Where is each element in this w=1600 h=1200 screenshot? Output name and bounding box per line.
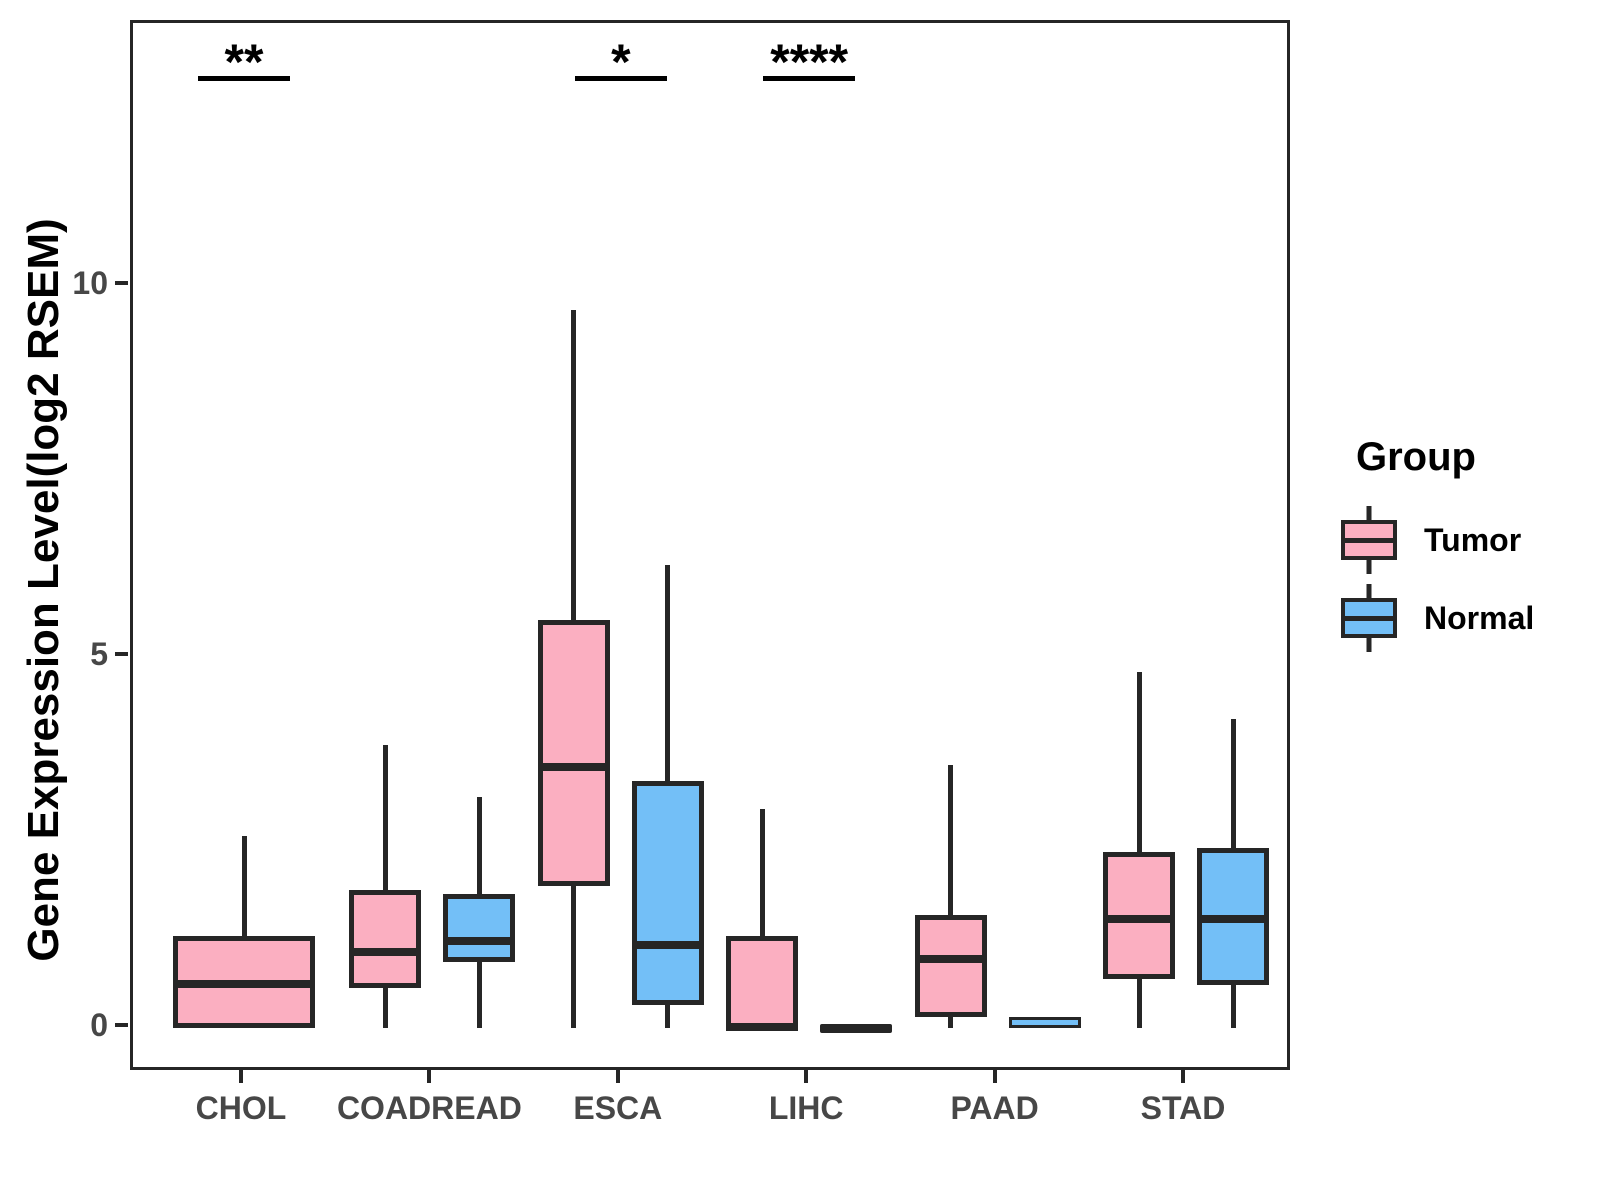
box-normal-paad — [1008, 1017, 1081, 1029]
box-tumor-coadread — [349, 890, 422, 989]
median-tumor-lihc — [726, 1022, 799, 1031]
upper-whisker-tumor-chol — [241, 835, 247, 936]
x-tick-mark — [427, 1070, 432, 1083]
x-tick-label-chol: CHOL — [195, 1090, 287, 1126]
significance-line-lihc — [763, 76, 856, 81]
median-tumor-paad — [914, 954, 987, 963]
x-tick-mark — [804, 1070, 809, 1083]
lower-whisker-tumor-esca — [571, 886, 577, 1029]
legend-label-tumor: Tumor — [1424, 521, 1522, 558]
y-tick-mark — [115, 1023, 128, 1028]
box-tumor-lihc — [726, 936, 799, 1029]
lower-whisker-tumor-stad — [1136, 978, 1142, 1029]
upper-whisker-tumor-lihc — [759, 808, 765, 937]
y-tick-mark — [115, 652, 128, 657]
y-axis-title: Gene Expression Level(log2 RSEM) — [19, 218, 68, 962]
median-tumor-coadread — [349, 948, 422, 957]
upper-whisker-tumor-stad — [1136, 671, 1142, 852]
legend-label-normal: Normal — [1424, 599, 1535, 636]
legend-entries: Tumor Normal — [1340, 506, 1534, 652]
x-tick-label-stad: STAD — [1140, 1090, 1226, 1126]
legend-key-median — [1341, 616, 1397, 621]
median-normal-esca — [631, 941, 704, 950]
legend-key-tumor-boxplot-icon — [1340, 506, 1398, 574]
x-tick-label-paad: PAAD — [950, 1090, 1039, 1126]
y-tick-label: 0 — [90, 1007, 108, 1044]
significance-line-esca — [574, 76, 667, 81]
upper-whisker-tumor-paad — [948, 765, 954, 915]
x-tick-mark — [992, 1070, 997, 1083]
upper-whisker-tumor-coadread — [382, 745, 388, 891]
median-tumor-chol — [173, 979, 315, 988]
box-normal-lihc — [820, 1023, 893, 1033]
upper-whisker-normal-stad — [1230, 719, 1236, 849]
legend-entry-tumor: Tumor — [1340, 506, 1534, 574]
legend-title: Group — [1356, 435, 1476, 479]
median-normal-stad — [1197, 915, 1269, 924]
lower-whisker-normal-stad — [1230, 985, 1236, 1029]
legend-key-normal-boxplot-icon — [1340, 584, 1398, 652]
legend-key-median — [1341, 538, 1397, 543]
x-tick-label-lihc: LIHC — [768, 1090, 844, 1126]
x-tick-label-coadread: COADREAD — [336, 1090, 522, 1126]
y-tick-label: 5 — [90, 636, 108, 673]
median-normal-coadread — [443, 936, 516, 945]
x-tick-mark — [615, 1070, 620, 1083]
box-normal-coadread — [443, 894, 516, 962]
upper-whisker-normal-esca — [665, 564, 671, 782]
upper-whisker-normal-coadread — [476, 796, 482, 895]
x-tick-mark — [239, 1070, 243, 1083]
box-tumor-esca — [537, 619, 610, 886]
box-tumor-paad — [914, 914, 987, 1017]
box-normal-esca — [631, 781, 704, 1005]
lower-whisker-tumor-coadread — [382, 988, 388, 1029]
significance-line-chol — [198, 76, 290, 81]
lower-whisker-normal-esca — [665, 1004, 671, 1029]
upper-whisker-tumor-esca — [571, 310, 577, 620]
y-tick-label: 10 — [72, 265, 108, 302]
lower-whisker-normal-coadread — [476, 961, 482, 1029]
y-tick-mark — [115, 281, 128, 286]
lower-whisker-tumor-paad — [948, 1016, 954, 1029]
median-tumor-stad — [1103, 914, 1175, 923]
significance-stars-esca: * — [611, 34, 631, 90]
plot-panel: ** * **** — [130, 20, 1290, 1070]
legend: Group Tumor Normal — [1340, 435, 1534, 662]
median-tumor-esca — [537, 763, 610, 772]
legend-entry-normal: Normal — [1340, 584, 1534, 652]
x-tick-mark — [1181, 1070, 1185, 1083]
x-tick-label-esca: ESCA — [573, 1090, 663, 1126]
